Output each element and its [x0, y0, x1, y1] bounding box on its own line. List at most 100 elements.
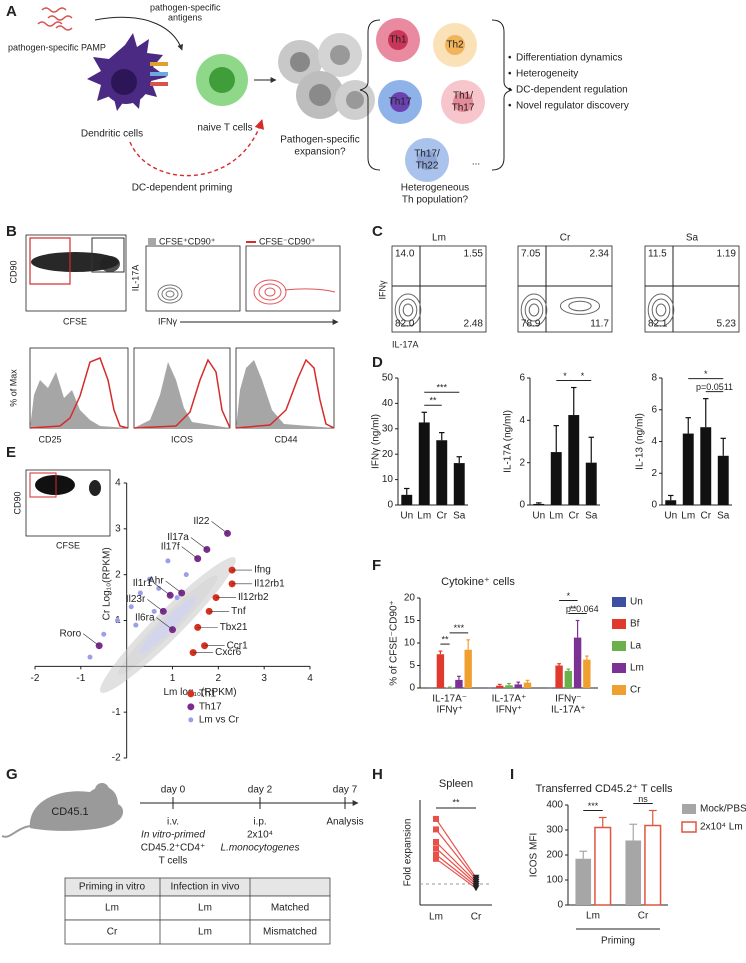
point [184, 572, 189, 577]
significance-label: ** [429, 396, 437, 406]
gene-label: Il1r1 [133, 578, 153, 589]
y-tick-label: 300 [546, 825, 563, 836]
point [115, 618, 120, 623]
table-cell: Lm [198, 927, 212, 938]
panel-label: I [510, 766, 514, 783]
receptor [150, 72, 168, 76]
antigen-label: antigens [168, 12, 203, 22]
group-label: Priming [601, 936, 635, 947]
bar [401, 495, 412, 505]
expansion-label: Pathogen-specific [280, 135, 360, 146]
step-text: i.p. [253, 817, 266, 828]
x-tick-label: Un [664, 511, 677, 522]
y-tick-label: -1 [112, 707, 121, 718]
day-label: day 2 [248, 785, 273, 796]
point [433, 856, 439, 862]
bar [645, 826, 661, 906]
axis-label: IL-17A [130, 265, 140, 292]
pair-line [436, 855, 476, 887]
y-tick-label: 4 [651, 436, 657, 447]
table-cell: Cr [107, 927, 118, 938]
significance-label: *** [454, 623, 465, 633]
y-axis-label: IL-13 (ng/ml) [635, 413, 646, 470]
point [473, 885, 480, 891]
legend-label: Th1 [199, 688, 217, 699]
x-tick-label: 3 [261, 673, 267, 684]
bar [496, 686, 503, 688]
panel-b: CD90 CFSE CFSE⁺CD90⁺ CFSE⁻CD90⁺ IL-17A I… [8, 235, 340, 444]
bullet-text: Heterogeneity [516, 69, 578, 80]
quadrant-value: 7.05 [521, 249, 541, 260]
axis-label: % of Max [8, 369, 18, 407]
bar [524, 683, 531, 688]
axis-label: IL-17A [392, 339, 419, 349]
table-header-cell: Infection in vivo [171, 882, 240, 893]
x-tick-label: IL-17A⁻ [432, 694, 467, 705]
gene-label: Il12rb2 [238, 592, 269, 603]
legend-label: Un [630, 597, 643, 608]
x-tick-label: IL-17A⁺ [551, 705, 586, 716]
significance-label: * [704, 369, 708, 379]
mouse-tail [2, 826, 30, 837]
dot-cloud [89, 480, 101, 496]
legend-label: 2x10⁴ Lm [700, 822, 743, 833]
point [175, 595, 180, 600]
legend-label: Lm vs Cr [199, 714, 240, 725]
bar [505, 685, 512, 688]
axis-label: CFSE [63, 316, 87, 326]
chart-title: Transferred CD45.2⁺ T cells [535, 783, 673, 795]
legend-label: CFSE⁻CD90⁺ [259, 236, 316, 246]
y-tick-label: 8 [651, 373, 657, 384]
table-cell: Mismatched [263, 927, 317, 938]
legend-label: Cr [630, 685, 641, 696]
bar [437, 654, 444, 688]
x-tick-label: Cr [471, 912, 482, 923]
x-tick-label: 2 [216, 673, 222, 684]
step-text: 2x10⁴ [247, 830, 273, 841]
legend-label: Th17 [199, 701, 222, 712]
point [433, 826, 439, 832]
bullet-text: DC-dependent regulation [516, 85, 628, 96]
gene-label: Il6ra [135, 612, 155, 623]
gene-label: Roro [59, 628, 81, 639]
x-tick-label: -2 [31, 673, 40, 684]
y-tick-label: 2 [519, 457, 525, 468]
x-tick-label: Lm [549, 511, 563, 522]
legend-label: La [630, 641, 642, 652]
y-tick-label: 2 [651, 468, 657, 479]
dot-plot [26, 235, 126, 311]
contour-plot [146, 246, 240, 311]
legend-swatch [187, 703, 194, 710]
legend-swatch [188, 717, 193, 722]
chart-title: Spleen [439, 778, 473, 790]
quadrant-value: 11.7 [590, 319, 609, 330]
axis-label: CFSE [56, 540, 80, 550]
y-tick-label: 400 [546, 800, 563, 811]
gene-label: Il12rb1 [254, 578, 285, 589]
y-axis-label: Fold expansion [403, 819, 414, 887]
axis-label: CD44 [274, 434, 297, 444]
axis-label: CD25 [38, 434, 61, 444]
quadrant-value: 14.0 [395, 249, 415, 260]
bar [555, 666, 562, 689]
point [129, 604, 134, 609]
y-tick-label: 6 [651, 404, 657, 415]
y-axis-label: IL-17A (ng/ml) [503, 410, 514, 473]
x-tick-label: Un [400, 511, 413, 522]
y-axis-label: Cr Log₁₀(RPKM) [101, 547, 112, 620]
x-tick-label: Lm [681, 511, 695, 522]
significance-label: p=0.0511 [696, 382, 733, 392]
expansion-label: expansion? [294, 147, 346, 158]
mouse-ear [95, 783, 109, 797]
legend-swatch [612, 597, 626, 607]
panel-label: B [6, 223, 17, 240]
axis-label: IFNγ [158, 316, 177, 326]
population-label: Heterogeneous [401, 183, 469, 194]
label-leader [191, 537, 207, 549]
label-leader [182, 547, 198, 559]
y-axis-label: % of CFSE⁻CD90⁺ [389, 600, 400, 686]
legend-swatch [148, 238, 156, 246]
legend-swatch [612, 619, 626, 629]
y-tick-label: 2 [115, 569, 121, 580]
